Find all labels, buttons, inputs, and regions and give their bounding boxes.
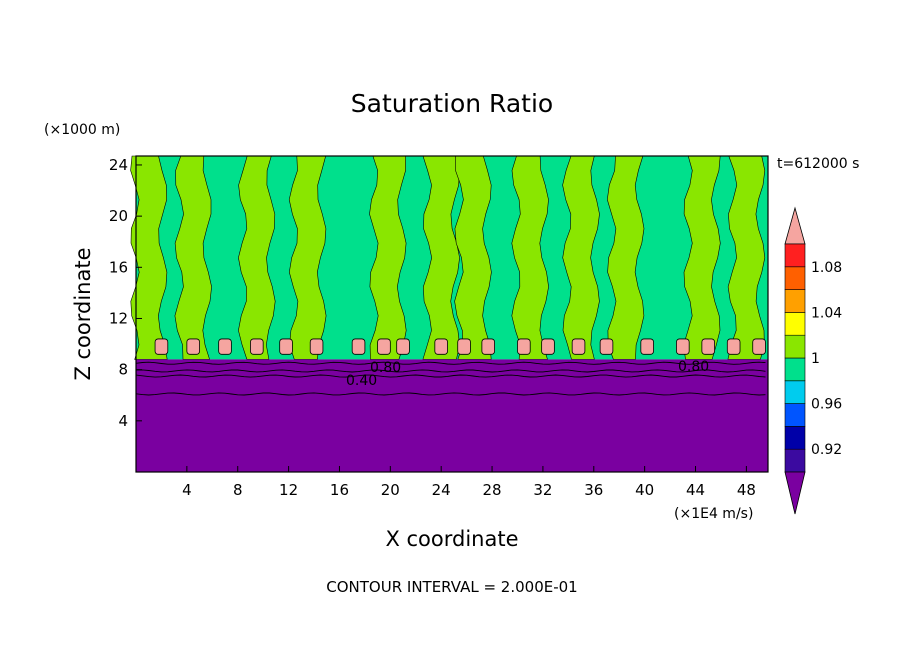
cap-region (457, 338, 471, 355)
colorbar-max-arrow (784, 206, 806, 245)
x-tick-label: 20 (381, 481, 400, 499)
cap-region (186, 338, 200, 355)
y-tick-label: 20 (109, 207, 128, 225)
colorbar-band (784, 334, 806, 359)
x-tick-label: 8 (233, 481, 243, 499)
colorbar-band (784, 357, 806, 382)
dry-layer-region (136, 359, 768, 472)
plot-area (130, 155, 768, 472)
colorbar-tick-label: 0.92 (811, 442, 842, 458)
contour-label: 0.80 (370, 360, 401, 376)
colorbar-band (784, 312, 806, 336)
cap-region (434, 338, 448, 355)
colorbar-min-arrow (784, 471, 806, 515)
colorbar-band (784, 426, 806, 450)
cap-region (396, 338, 410, 355)
cap-region (571, 338, 586, 355)
cap-region (676, 338, 690, 355)
x-axis-label: X coordinate (385, 527, 518, 551)
contour-line (135, 361, 766, 365)
colorbar-tick-label: 1 (811, 351, 820, 367)
cap-region (640, 338, 654, 355)
contour-label: 0.80 (678, 359, 709, 375)
cap-region (154, 338, 169, 355)
x-tick-label: 4 (182, 481, 192, 499)
cap-region (541, 338, 555, 355)
cap-region (701, 338, 715, 355)
y-tick-label: 8 (118, 361, 128, 379)
x-tick-label: 12 (279, 481, 298, 499)
x-tick-label: 40 (635, 481, 654, 499)
cap-region (250, 338, 264, 355)
y-unit-label: (×1000 m) (44, 122, 120, 138)
y-tick-label: 24 (109, 156, 128, 174)
colorbar-band (784, 448, 806, 473)
y-tick-label: 4 (118, 412, 128, 430)
cap-region (351, 338, 366, 355)
time-label: t=612000 s (777, 156, 859, 172)
cap-region (218, 338, 232, 355)
y-axis-label: Z coordinate (71, 247, 95, 380)
chart-title: Saturation Ratio (351, 89, 553, 118)
contour-labels: 0.80 0.40 0.80 (346, 359, 709, 389)
x-tick-label: 24 (432, 481, 451, 499)
cap-region (517, 338, 531, 355)
cap-region (481, 338, 495, 355)
plot-frame (135, 155, 769, 473)
x-axis-ticks: 4 8 12 16 20 24 28 32 36 40 44 48 (182, 466, 756, 499)
y-axis-ticks: 4 8 12 16 20 24 (109, 156, 142, 430)
colorbar-band (784, 289, 806, 313)
colorbar-band (784, 243, 806, 268)
colorbar-tick-label: 1.04 (811, 305, 842, 321)
y-tick-label: 12 (109, 309, 128, 327)
cap-region (309, 338, 324, 355)
contour-line (135, 374, 766, 378)
x-tick-label: 16 (330, 481, 349, 499)
cap-region (599, 338, 614, 355)
contour-line (135, 369, 766, 373)
colorbar-tick-label: 1.08 (811, 260, 842, 276)
x-tick-label: 32 (533, 481, 552, 499)
colorbar-band (784, 403, 806, 427)
cap-region (752, 338, 766, 355)
colorbar-band (784, 266, 806, 290)
x-tick-label: 36 (584, 481, 603, 499)
contour-interval-note: CONTOUR INTERVAL = 2.000E-01 (326, 578, 577, 596)
cap-region (726, 338, 741, 355)
contour-label: 0.40 (346, 373, 377, 389)
x-tick-label: 48 (737, 481, 756, 499)
contour-line (135, 392, 766, 396)
cap-region (279, 338, 293, 355)
y-tick-label: 16 (109, 258, 128, 276)
cap-region (377, 338, 391, 355)
colorbar-band (784, 380, 806, 404)
x-tick-label: 28 (483, 481, 502, 499)
x-unit-label: (×1E4 m/s) (674, 506, 753, 522)
x-tick-label: 44 (686, 481, 705, 499)
colorbar-tick-label: 0.96 (811, 397, 842, 413)
colorbar: 0.92 0.96 1 1.04 1.08 (784, 206, 842, 515)
